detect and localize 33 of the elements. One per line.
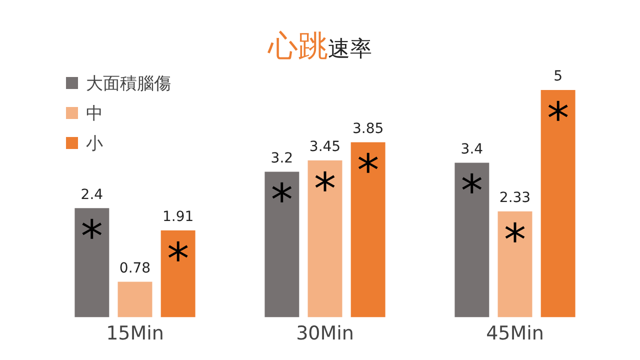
bar [264, 172, 300, 318]
bar [498, 211, 532, 318]
data-label: 3.85 [352, 120, 384, 137]
bar [74, 208, 110, 318]
x-tick-label: 45Min [486, 322, 544, 345]
chart-title: 心跳速率 [266, 28, 373, 66]
legend-label: 中 [85, 102, 104, 126]
annotation: * [167, 234, 190, 285]
data-label: 2.4 [80, 186, 104, 203]
x-tick-label: 30Min [296, 322, 354, 345]
bar [540, 90, 576, 318]
x-tick-label: 15Min [106, 322, 164, 345]
legend-label: 大面積腦傷 [85, 72, 171, 96]
data-label: 3.2 [270, 150, 294, 166]
bar [160, 230, 196, 318]
annotation: * [270, 175, 293, 226]
bar [308, 160, 342, 318]
data-label: 0.78 [119, 260, 151, 276]
bar [454, 162, 490, 318]
legend-label: 小 [85, 132, 104, 156]
annotation: * [357, 146, 380, 197]
bar [118, 282, 152, 318]
annotation: * [504, 214, 526, 266]
data-label: 3.4 [460, 141, 484, 158]
data-label: 1.91 [162, 209, 194, 226]
annotation: * [547, 93, 570, 144]
bar [350, 142, 386, 318]
annotation: * [460, 166, 483, 218]
data-label: 2.33 [499, 190, 531, 206]
annotation: * [80, 212, 103, 263]
data-label: 5 [554, 68, 563, 85]
annotation: * [314, 164, 336, 215]
data-label: 3.45 [309, 139, 341, 156]
